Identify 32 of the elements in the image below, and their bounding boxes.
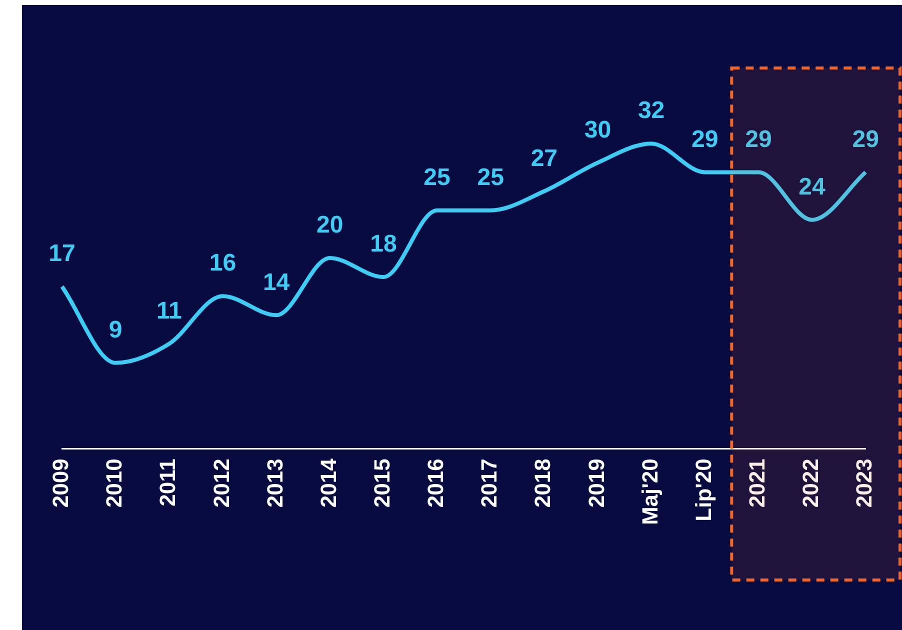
x-tick-label: 2016	[423, 458, 448, 508]
data-label: 30	[584, 116, 612, 144]
data-label: 20	[316, 212, 344, 239]
data-label: 16	[209, 250, 236, 277]
x-tick-label: 2014	[316, 458, 341, 508]
data-label: 24	[798, 173, 826, 200]
x-tick-label: 2015	[370, 458, 395, 508]
x-tick-label: 2023	[852, 458, 877, 508]
x-tick-label: 2009	[48, 458, 74, 508]
data-label: 25	[477, 164, 504, 191]
data-label: 29	[852, 126, 879, 153]
x-tick-label: Maj'20	[637, 458, 662, 526]
x-tick-label: Lip'20	[690, 458, 716, 522]
data-label: 11	[156, 297, 182, 324]
data-label: 14	[262, 268, 290, 296]
x-tick-label: 2019	[584, 458, 609, 508]
x-tick-label: 2021	[744, 458, 770, 508]
x-tick-label: 2017	[476, 458, 502, 508]
data-label: 29	[745, 126, 772, 153]
x-tick-label: 2018	[530, 458, 556, 508]
x-tick-label: 2022	[798, 458, 824, 508]
x-tick-label: 2013	[262, 458, 288, 508]
data-label: 18	[370, 230, 397, 258]
data-label: 17	[48, 240, 76, 268]
data-label: 32	[638, 97, 665, 124]
data-label: 25	[424, 164, 450, 191]
data-label: 9	[108, 316, 122, 344]
x-tick-label: 2011	[155, 458, 180, 506]
x-tick-label: 2010	[102, 458, 127, 508]
data-label: 29	[692, 126, 718, 153]
data-label: 27	[530, 144, 558, 172]
x-tick-label: 2012	[208, 458, 234, 508]
